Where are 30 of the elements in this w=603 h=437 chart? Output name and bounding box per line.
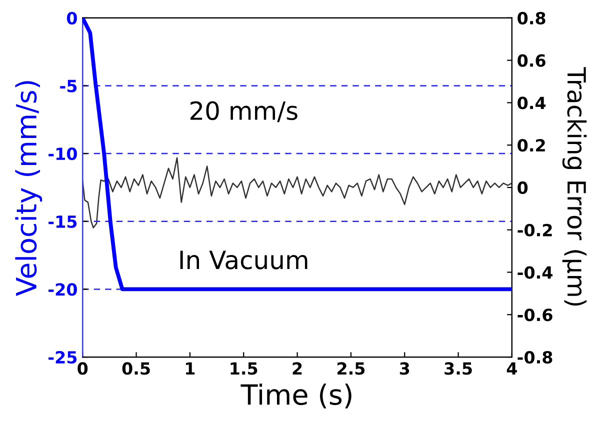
y2-tick-label: -0.2 (518, 224, 552, 236)
annotation: In Vacuum (180, 250, 308, 270)
y2-tick-label: 0.8 (518, 12, 546, 24)
y-tick-label: -10 (48, 148, 77, 160)
y-tick-label: 0 (66, 12, 77, 24)
x-tick-label: 3.5 (444, 362, 472, 375)
y2-tick-label: 0.6 (518, 54, 546, 67)
y-tick-label: -25 (48, 350, 77, 364)
x-tick-label: 4 (506, 362, 517, 375)
x-tick-label: 0.5 (122, 362, 150, 375)
y2-tick-label: -0.4 (518, 266, 552, 279)
y-tick-label: -20 (48, 283, 77, 296)
y2-tick-label: -0.8 (518, 350, 552, 364)
x-tick-label: 2 (292, 362, 302, 375)
y2-tick-label: -0.6 (518, 308, 552, 322)
y-tick-label: -15 (48, 216, 77, 228)
y-axis-title: Velocity (mm/s) (15, 81, 42, 296)
y2-tick-label: 0.2 (518, 139, 545, 152)
x-tick-label: 2.5 (338, 362, 365, 375)
annotation: 20 mm/s (190, 101, 298, 122)
line-series (82, 157, 512, 228)
y2-tick-label: 0 (518, 181, 528, 194)
y2-tick-label: 0.4 (518, 96, 546, 110)
x-tick-label: 0 (78, 362, 88, 375)
x-tick-label: 1 (186, 362, 195, 375)
y-tick-label: -5 (60, 80, 77, 92)
y2-axis-title: Tracking Error (μm) (562, 67, 587, 306)
x-tick-label: 3 (400, 362, 410, 375)
x-tick-label: 1.5 (230, 362, 258, 375)
x-axis-title: Time (s) (240, 384, 352, 408)
